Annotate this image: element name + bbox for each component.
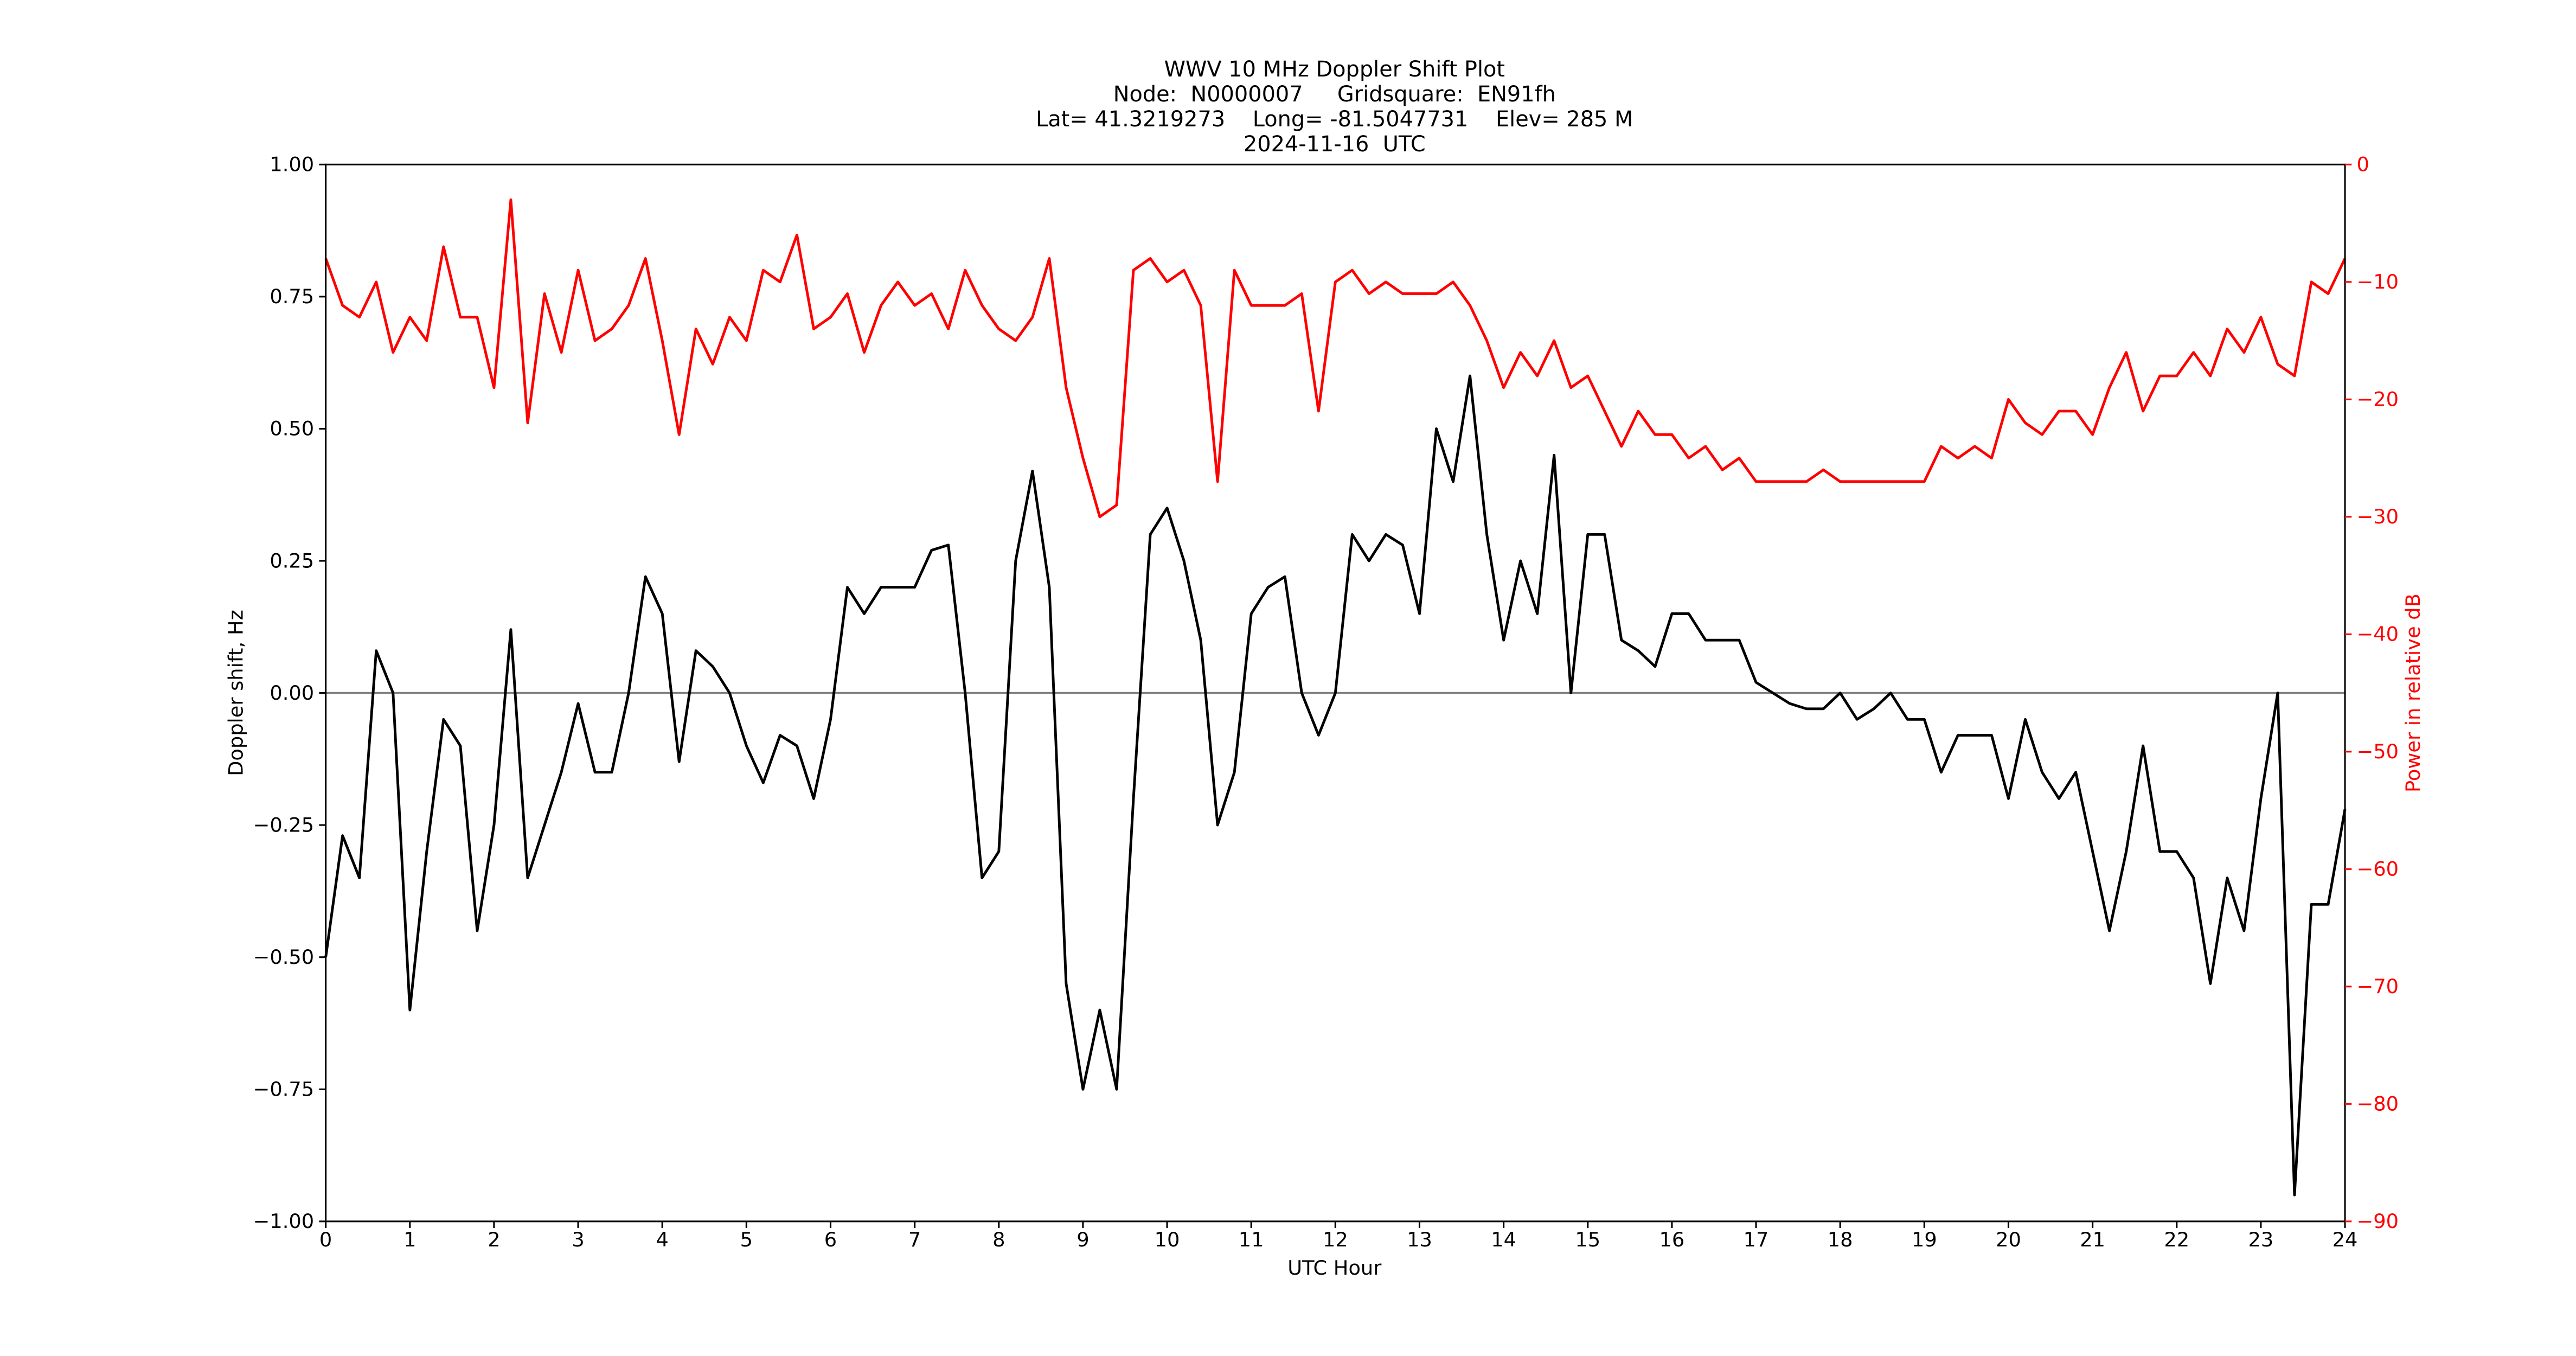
y-tick-label: −0.50 — [253, 945, 315, 969]
y-tick-label: 0.00 — [270, 681, 314, 705]
x-tick-label: 24 — [2333, 1228, 2358, 1251]
x-tick-label: 7 — [908, 1228, 921, 1251]
x-tick-label: 3 — [572, 1228, 584, 1251]
y-axis-label: Doppler shift, Hz — [224, 610, 247, 776]
title-line: Lat= 41.3219273 Long= -81.5047731 Elev= … — [1036, 107, 1633, 132]
x-tick-label: 12 — [1323, 1228, 1348, 1251]
y2-tick-label: −10 — [2356, 270, 2399, 293]
y2-tick-label: −90 — [2356, 1210, 2399, 1233]
x-tick-label: 19 — [1912, 1228, 1937, 1251]
x-tick-label: 21 — [2080, 1228, 2105, 1251]
y-tick-label: 0.25 — [270, 549, 314, 572]
y-tick-label: 0.50 — [270, 417, 314, 440]
x-tick-label: 2 — [488, 1228, 500, 1251]
title-line: WWV 10 MHz Doppler Shift Plot — [1164, 57, 1505, 82]
x-tick-label: 4 — [656, 1228, 669, 1251]
title-line: 2024-11-16 UTC — [1244, 132, 1426, 157]
x-tick-label: 13 — [1407, 1228, 1432, 1251]
y2-tick-label: 0 — [2356, 153, 2369, 176]
x-tick-label: 18 — [1828, 1228, 1853, 1251]
x-tick-label: 15 — [1575, 1228, 1600, 1251]
x-tick-label: 10 — [1155, 1228, 1180, 1251]
y2-tick-label: −50 — [2356, 740, 2399, 763]
x-tick-label: 23 — [2248, 1228, 2274, 1251]
y2-axis-label: Power in relative dB — [2401, 593, 2425, 792]
x-tick-label: 17 — [1744, 1228, 1769, 1251]
y2-tick-label: −80 — [2356, 1092, 2399, 1116]
data-line — [324, 198, 2347, 519]
y2-tick-label: −20 — [2356, 388, 2399, 411]
x-tick-label: 1 — [403, 1228, 416, 1251]
x-tick-label: 9 — [1076, 1228, 1089, 1251]
x-tick-label: 5 — [740, 1228, 753, 1251]
x-tick-label: 11 — [1239, 1228, 1264, 1251]
x-tick-label: 0 — [319, 1228, 332, 1251]
x-axis-label: UTC Hour — [1287, 1256, 1382, 1280]
y-tick-label: −1.00 — [253, 1210, 315, 1233]
y2-tick-label: −30 — [2356, 505, 2399, 528]
y2-tick-label: −70 — [2356, 975, 2399, 998]
x-tick-label: 16 — [1659, 1228, 1685, 1251]
x-tick-label: 20 — [1996, 1228, 2021, 1251]
y-tick-label: −0.25 — [253, 813, 315, 836]
y2-tick-label: −60 — [2356, 858, 2399, 881]
y-tick-label: 1.00 — [270, 153, 314, 176]
data-line — [324, 374, 2347, 1197]
title-line: Node: N0000007 Gridsquare: EN91fh — [1113, 82, 1556, 107]
x-tick-label: 8 — [992, 1228, 1005, 1251]
y-tick-label: −0.75 — [253, 1078, 315, 1101]
x-tick-label: 14 — [1491, 1228, 1516, 1251]
y-tick-label: 0.75 — [270, 285, 314, 308]
y2-tick-label: −40 — [2356, 623, 2399, 646]
x-tick-label: 22 — [2164, 1228, 2189, 1251]
x-tick-label: 6 — [824, 1228, 837, 1251]
